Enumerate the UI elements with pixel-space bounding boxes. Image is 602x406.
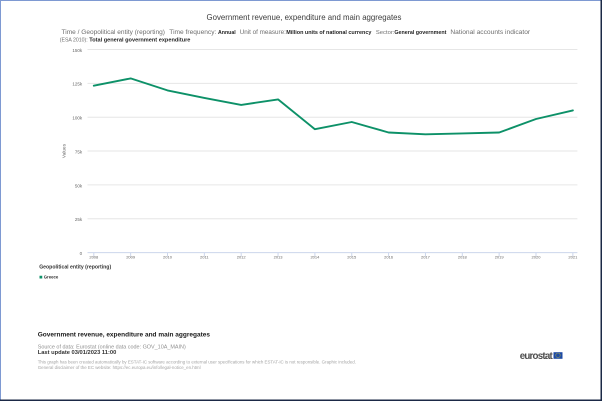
- svg-text:2020: 2020: [532, 255, 542, 260]
- svg-text:Last update 03/01/2023 11:00: Last update 03/01/2023 11:00: [38, 350, 117, 356]
- svg-text:125k: 125k: [72, 82, 83, 87]
- svg-text:100k: 100k: [72, 116, 83, 121]
- svg-text:Time / Geopolitical entity (re: Time / Geopolitical entity (reporting): [62, 29, 165, 36]
- svg-text:2016: 2016: [384, 255, 394, 260]
- svg-text:Government revenue, expenditur: Government revenue, expenditure and main…: [207, 13, 402, 22]
- svg-text:Unit of measure:: Unit of measure:: [240, 29, 286, 36]
- svg-text:eurostat: eurostat: [520, 351, 554, 362]
- svg-text:General disclaimer of the EC w: General disclaimer of the EC website: ht…: [38, 365, 201, 370]
- svg-text:Annual: Annual: [218, 30, 236, 36]
- svg-text:Time frequency:: Time frequency:: [169, 29, 216, 36]
- svg-text:2018: 2018: [458, 255, 468, 260]
- svg-text:Source of data: Eurostat (onli: Source of data: Eurostat (online data co…: [38, 344, 186, 350]
- svg-text:This graph has been created au: This graph has been created automaticall…: [38, 360, 356, 365]
- svg-text:2021: 2021: [568, 255, 578, 260]
- svg-text:75k: 75k: [75, 149, 83, 154]
- svg-text:25k: 25k: [75, 217, 83, 222]
- svg-text:150k: 150k: [72, 48, 83, 53]
- svg-text:2008: 2008: [89, 255, 99, 260]
- svg-text:(ESA 2010):: (ESA 2010):: [60, 37, 88, 43]
- svg-text:2015: 2015: [347, 255, 357, 260]
- svg-text:50k: 50k: [75, 183, 83, 188]
- svg-text:Geopolitical entity (reporting: Geopolitical entity (reporting): [39, 265, 111, 271]
- svg-text:Total general government expen: Total general government expenditure: [89, 37, 190, 43]
- svg-text:2012: 2012: [237, 255, 247, 260]
- svg-text:Sector:: Sector:: [376, 30, 395, 36]
- svg-text:2013: 2013: [274, 255, 284, 260]
- svg-text:2009: 2009: [126, 255, 136, 260]
- svg-text:Government revenue, expenditur: Government revenue, expenditure and main…: [38, 332, 211, 339]
- svg-text:National accounts indicator: National accounts indicator: [450, 29, 531, 36]
- svg-text:2010: 2010: [163, 255, 173, 260]
- svg-text:2019: 2019: [495, 255, 505, 260]
- svg-text:2014: 2014: [310, 255, 320, 260]
- svg-text:General government: General government: [394, 30, 446, 36]
- svg-text:0: 0: [80, 251, 83, 256]
- svg-text:Values: Values: [62, 143, 68, 158]
- svg-text:Million units of national curr: Million units of national currency: [286, 30, 371, 36]
- svg-text:2011: 2011: [200, 255, 209, 260]
- svg-text:Greece: Greece: [44, 275, 59, 280]
- svg-text:2017: 2017: [421, 255, 431, 260]
